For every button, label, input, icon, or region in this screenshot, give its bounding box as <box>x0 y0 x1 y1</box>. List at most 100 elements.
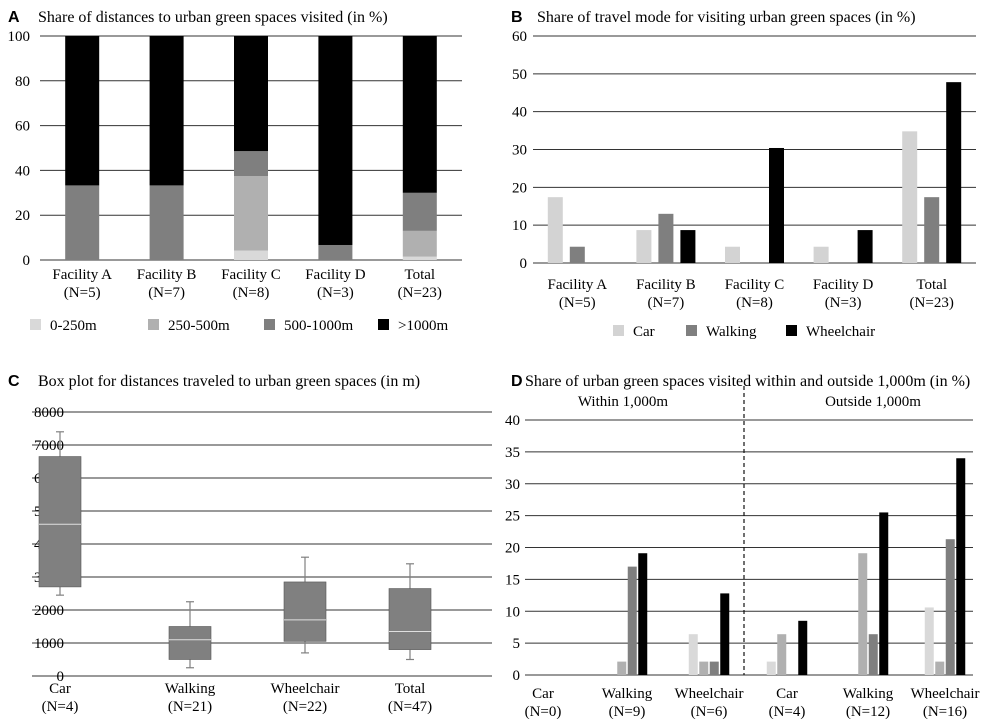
x-category-sublabel: (N=22) <box>283 699 327 715</box>
bar <box>636 230 652 263</box>
legend-swatch <box>264 319 275 330</box>
bar-segment <box>234 250 268 260</box>
y-tick-label: 8000 <box>34 405 64 421</box>
chart-panel-c: C Box plot for distances traveled to urba… <box>8 373 492 715</box>
legend-swatch <box>786 325 797 336</box>
group-label-within: Within 1,000m <box>578 394 669 410</box>
y-tick-label: 10 <box>512 218 527 234</box>
chart-title: Share of urban green spaces visited with… <box>525 373 970 390</box>
y-tick-label: 0 <box>57 669 65 685</box>
bar <box>617 661 627 675</box>
bar <box>798 620 808 675</box>
legend-swatch <box>378 319 389 330</box>
bar <box>777 634 787 675</box>
bar <box>857 230 873 263</box>
x-category-label: Facility C <box>221 267 281 283</box>
bar-segment <box>149 36 184 186</box>
bar-segment <box>318 36 353 245</box>
legend-swatch <box>30 319 41 330</box>
legend-label: Walking <box>706 324 757 340</box>
legend-label: 500-1000m <box>284 318 353 334</box>
bar <box>946 82 962 263</box>
y-tick-label: 60 <box>512 29 527 45</box>
x-category-sublabel: (N=3) <box>317 285 354 301</box>
y-tick-label: 20 <box>505 541 520 557</box>
y-tick-label: 20 <box>15 208 30 224</box>
bar <box>879 512 889 675</box>
bar-segment <box>402 192 437 231</box>
x-category-sublabel: (N=3) <box>825 295 862 311</box>
panel-letter: B <box>511 9 523 26</box>
panel-letter: D <box>511 373 523 390</box>
bar-segment <box>402 36 437 193</box>
bar-segment <box>65 36 100 186</box>
x-category-sublabel: (N=0) <box>525 704 562 720</box>
x-category-sublabel: (N=5) <box>559 295 596 311</box>
x-category-label: Walking <box>165 681 216 697</box>
y-tick-label: 5 <box>513 636 521 652</box>
x-category-sublabel: (N=12) <box>846 704 890 720</box>
bar <box>868 634 878 675</box>
x-category-sublabel: (N=23) <box>910 295 954 311</box>
x-category-sublabel: (N=9) <box>609 704 646 720</box>
bar <box>709 661 719 675</box>
y-tick-label: 80 <box>15 74 30 90</box>
x-category-sublabel: (N=4) <box>769 704 806 720</box>
x-category-label: Facility A <box>52 267 112 283</box>
x-category-label: Walking <box>843 686 894 702</box>
x-category-sublabel: (N=6) <box>691 704 728 720</box>
box <box>283 581 327 642</box>
bar-segment <box>65 185 100 260</box>
y-tick-label: 0 <box>513 668 521 684</box>
x-category-label: Total <box>916 277 947 293</box>
box <box>38 456 82 588</box>
y-tick-label: 1000 <box>34 636 64 652</box>
bar <box>858 553 868 675</box>
bar-segment <box>234 176 268 251</box>
bar <box>725 246 740 263</box>
y-tick-label: 40 <box>512 105 527 121</box>
panel-letter: C <box>8 373 20 390</box>
bar-segment <box>402 230 437 257</box>
legend-swatch <box>148 319 159 330</box>
bar <box>766 661 776 675</box>
chart-panel-d: D Share of urban green spaces visited wit… <box>505 373 980 720</box>
legend-swatch <box>686 325 697 336</box>
box <box>388 588 432 650</box>
legend-swatch <box>613 325 624 336</box>
x-category-label: Facility A <box>548 277 608 293</box>
bar <box>720 593 730 675</box>
y-tick-label: 20 <box>512 180 527 196</box>
bar <box>658 213 674 263</box>
x-category-sublabel: (N=4) <box>42 699 79 715</box>
y-tick-label: 35 <box>505 445 520 461</box>
bar <box>902 131 918 263</box>
x-category-sublabel: (N=7) <box>148 285 185 301</box>
bar <box>569 246 585 263</box>
x-category-label: Facility C <box>725 277 785 293</box>
chart-title: Share of distances to urban green spaces… <box>38 9 388 26</box>
x-category-sublabel: (N=16) <box>923 704 967 720</box>
x-category-label: Car <box>49 681 71 697</box>
x-category-label: Facility B <box>636 277 696 293</box>
x-category-sublabel: (N=8) <box>736 295 773 311</box>
x-category-sublabel: (N=21) <box>168 699 212 715</box>
bar-segment <box>402 256 437 260</box>
chart-panel-a: A Share of distances to urban green space… <box>8 9 462 334</box>
group-label-outside: Outside 1,000m <box>825 394 921 410</box>
x-category-label: Total <box>404 267 435 283</box>
bar <box>935 661 945 675</box>
chart-title: Share of travel mode for visiting urban … <box>537 9 916 26</box>
x-category-label: Wheelchair <box>910 686 979 702</box>
y-tick-label: 10 <box>505 604 520 620</box>
chart-panel-b: B Share of travel mode for visiting urban… <box>511 9 976 340</box>
bar <box>924 607 934 675</box>
y-tick-label: 40 <box>15 163 30 179</box>
bar <box>945 539 955 675</box>
bar <box>924 197 940 263</box>
y-tick-label: 100 <box>8 29 31 45</box>
x-category-sublabel: (N=8) <box>233 285 270 301</box>
x-category-label: Car <box>532 686 554 702</box>
y-tick-label: 0 <box>520 256 528 272</box>
bar <box>813 246 829 263</box>
